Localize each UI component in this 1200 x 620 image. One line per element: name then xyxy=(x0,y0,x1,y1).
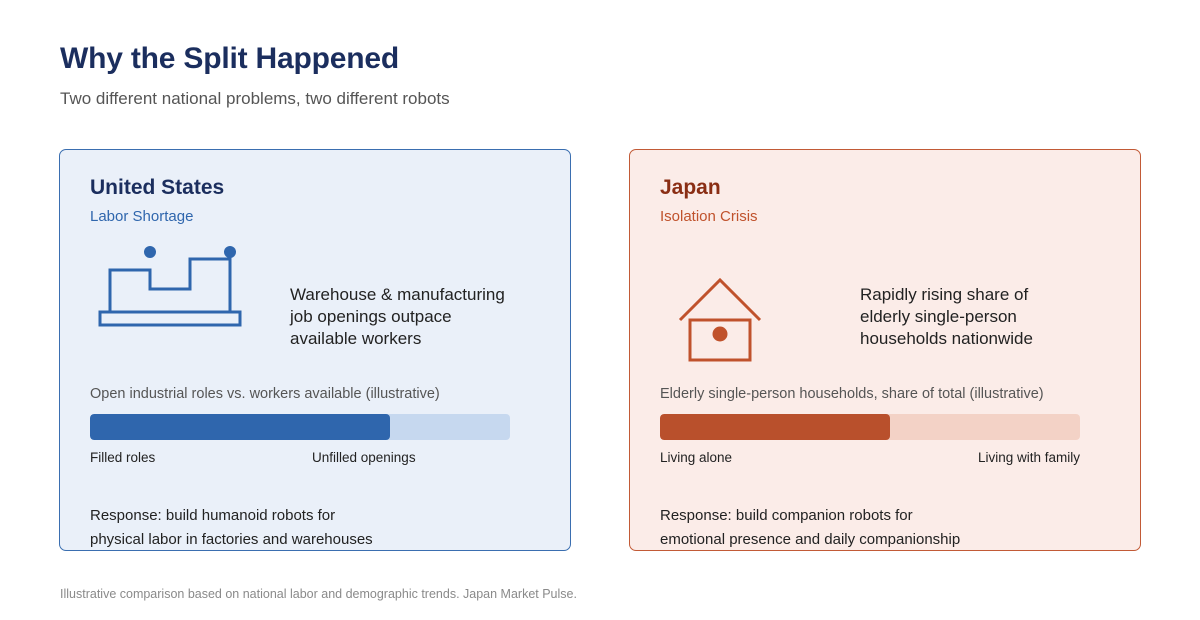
jp-bar-fill xyxy=(660,414,891,440)
jp-description-line: elderly single-person xyxy=(860,307,1017,326)
us-bar-right-label: Unfilled openings xyxy=(312,450,416,465)
us-card: United States Labor Shortage Warehouse &… xyxy=(59,149,571,551)
jp-card: Japan Isolation Crisis Rapidly rising sh… xyxy=(629,149,1141,551)
us-description-line: Warehouse & manufacturing xyxy=(290,285,505,304)
us-response: Response: build humanoid robots for phys… xyxy=(90,504,373,552)
jp-response-line: Response: build companion robots for xyxy=(660,507,913,524)
jp-description-line: Rapidly rising share of xyxy=(860,285,1029,304)
house-icon xyxy=(678,277,762,362)
jp-bar-right-label: Living with family xyxy=(977,450,1080,465)
jp-bar-left-label: Living alone xyxy=(660,450,733,465)
jp-description: Rapidly rising share of elderly single-p… xyxy=(860,284,1120,350)
us-description: Warehouse & manufacturing job openings o… xyxy=(290,284,550,350)
us-bar-track xyxy=(90,414,510,440)
us-response-line: physical labor in factories and warehous… xyxy=(90,531,373,548)
us-bar-caption: Open industrial roles vs. workers availa… xyxy=(90,386,440,402)
jp-description-line: households nationwide xyxy=(860,329,1033,348)
us-bar-left-label: Filled roles xyxy=(90,450,156,465)
jp-response-line: emotional presence and daily companionsh… xyxy=(660,531,961,548)
page-title: Why the Split Happened xyxy=(60,42,399,75)
us-card-subtitle: Labor Shortage xyxy=(90,208,194,225)
us-card-title: United States xyxy=(90,176,225,199)
us-response-line: Response: build humanoid robots for xyxy=(90,507,336,524)
jp-bar-caption: Elderly single-person households, share … xyxy=(660,386,1044,402)
jp-response: Response: build companion robots for emo… xyxy=(660,504,960,552)
jp-card-subtitle: Isolation Crisis xyxy=(660,208,758,225)
page-subtitle: Two different national problems, two dif… xyxy=(60,89,450,108)
factory-icon xyxy=(98,246,242,327)
footnote: Illustrative comparison based on nationa… xyxy=(60,587,577,601)
jp-bar-track xyxy=(660,414,1080,440)
jp-card-title: Japan xyxy=(660,176,721,199)
us-bar-fill xyxy=(90,414,390,440)
us-description-line: available workers xyxy=(290,329,422,348)
us-description-line: job openings outpace xyxy=(290,307,452,326)
